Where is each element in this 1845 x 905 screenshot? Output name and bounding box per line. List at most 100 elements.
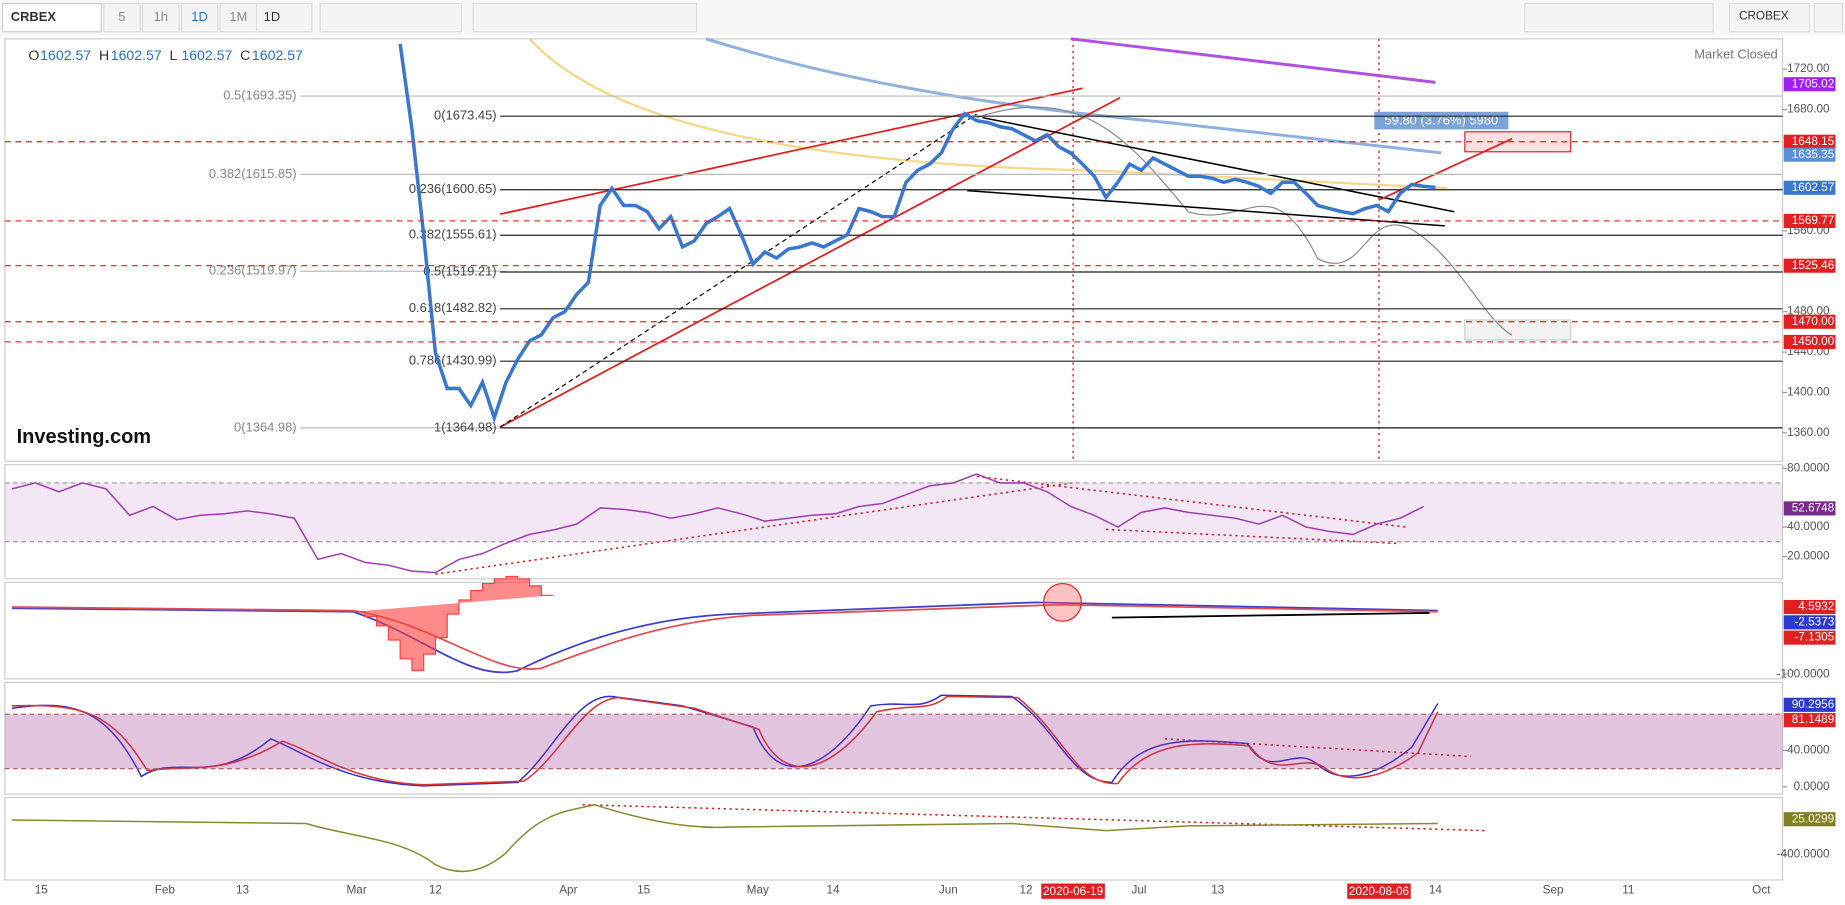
fib-label-left: 0.236(1519.97)	[209, 263, 297, 278]
price-tag	[1783, 258, 1836, 273]
interval-button[interactable]	[219, 2, 258, 33]
price-tag	[1783, 134, 1836, 149]
y-tick-label: -100.0000	[1777, 667, 1830, 680]
rsi-line	[11, 473, 1425, 574]
fib-label: 0.236(1600.65)	[409, 181, 497, 196]
y-tick-label: 1720.00	[1787, 62, 1830, 75]
date-marker-label: 2020-08-06	[1349, 885, 1410, 898]
ohlc-value: 1602.57	[111, 47, 162, 63]
chart-type-buttons[interactable]	[319, 2, 462, 33]
y-tick-label: 40.0000	[1787, 520, 1830, 533]
ohlc-key: H	[99, 47, 109, 63]
price-tag	[1783, 713, 1836, 728]
fullscreen-button[interactable]	[1813, 2, 1844, 33]
market-status: Market Closed	[1694, 47, 1777, 62]
x-tick-label: Feb	[155, 884, 176, 897]
price-tag	[1783, 147, 1836, 162]
x-tick-label: 12	[1019, 884, 1032, 897]
price-line	[400, 44, 1435, 418]
tool-buttons[interactable]	[472, 2, 698, 33]
y-tick-label: 80.0000	[1787, 461, 1830, 474]
x-tick-label: 15	[35, 884, 49, 897]
overlay-drawings	[11, 37, 1572, 873]
price-tag	[1783, 615, 1836, 630]
x-tick-label: Mar	[346, 884, 366, 897]
price-tag	[1783, 180, 1836, 195]
fib-label: 0.382(1555.61)	[409, 227, 497, 242]
x-tick-label: May	[747, 884, 769, 897]
price-tag-label: -7.1305	[1794, 631, 1834, 644]
price-tag-label: 1525.46	[1792, 259, 1835, 272]
price-tag	[1783, 334, 1836, 350]
x-tick-label: 11	[1622, 884, 1634, 897]
price-tag	[1783, 314, 1836, 329]
interval-button[interactable]	[180, 2, 219, 33]
y-tick-label: 1360.00	[1787, 426, 1830, 439]
price-tag-label: -2.5373	[1794, 615, 1834, 628]
interval-label: 5	[118, 9, 125, 24]
price-tag	[1783, 77, 1836, 92]
price-tag-label: 1705.02	[1792, 77, 1834, 90]
price-tag	[1783, 630, 1836, 645]
ohlc-value: 1602.57	[181, 47, 232, 63]
y-tick-label: 0.0000	[1794, 780, 1830, 793]
fib-label-left: 0(1364.98)	[234, 419, 297, 434]
x-tick-label: Jul	[1131, 884, 1146, 897]
date-marker	[1347, 883, 1411, 899]
x-tick-label: Sep	[1543, 884, 1564, 897]
y-tick-label: 1480.00	[1787, 305, 1830, 318]
stoch-band	[4, 714, 1783, 769]
fib-label-left: 0.5(1693.35)	[223, 87, 296, 102]
price-tag	[1783, 501, 1836, 516]
symbol-box[interactable]	[1, 2, 102, 33]
price-tag	[1783, 812, 1836, 827]
y-tick-label: 20.0000	[1787, 550, 1830, 563]
date-marker	[1041, 883, 1105, 899]
price-tag-label: 1635.35	[1792, 148, 1835, 161]
x-tick-label: Oct	[1752, 884, 1771, 897]
y-tick-label: 1400.00	[1787, 386, 1830, 399]
interval-menu[interactable]	[252, 2, 313, 33]
interval-label: 1h	[154, 9, 168, 24]
fib-label-left: 0.382(1615.85)	[209, 166, 297, 181]
interval-label: 1D	[191, 9, 208, 24]
x-tick-label: 13	[1211, 884, 1225, 897]
x-tick-label: Apr	[559, 884, 577, 897]
ohlc-key: L	[170, 47, 178, 63]
fib-label: 0.5(1519.21)	[423, 263, 496, 278]
x-tick-label: 14	[1429, 884, 1443, 897]
ohlc-value: 1602.57	[40, 47, 91, 63]
price-tag-label: 52.6748	[1792, 502, 1835, 515]
y-tick-label: 1680.00	[1787, 103, 1830, 116]
logo: Investing.com	[17, 426, 151, 448]
price-tag-label: 1450.00	[1792, 335, 1835, 348]
price-tag-label: 1648.15	[1792, 135, 1835, 148]
x-tick-label: 14	[827, 884, 841, 897]
fib-label: 0(1673.45)	[434, 108, 497, 123]
price-tag-label: 25.0299	[1792, 812, 1834, 825]
pane-borders	[4, 38, 1784, 881]
index-menu-label: CROBEX	[1739, 10, 1789, 23]
fib-label: 0.786(1430.99)	[409, 353, 497, 368]
x-tick-label: 13	[236, 884, 250, 897]
interval-button[interactable]	[141, 2, 180, 33]
ohlc-value: 1602.57	[252, 47, 303, 63]
rsi-band	[4, 482, 1783, 542]
y-tick-label: -400.0000	[1777, 848, 1830, 861]
interval-button[interactable]	[103, 2, 141, 33]
measure-label: 59.80 (3.76%) 5980	[1384, 113, 1498, 128]
share-buttons[interactable]	[1524, 2, 1714, 33]
price-tag-label: 4.5932	[1798, 600, 1834, 613]
price-tag-label: 1569.77	[1792, 214, 1834, 227]
price-tag	[1783, 697, 1836, 712]
ohlc-key: C	[240, 47, 250, 63]
fib-label: 0.618(1482.82)	[409, 300, 497, 315]
interval-menu-label: 1D	[264, 9, 281, 24]
price-tag-label: 81.1489	[1792, 713, 1834, 726]
x-tick-label: 12	[429, 884, 442, 897]
x-tick-label: Jun	[939, 884, 958, 897]
index-menu[interactable]	[1728, 2, 1811, 33]
ohlc-key: O	[28, 47, 39, 63]
price-tag	[1783, 599, 1836, 615]
price-tag-label: 90.2956	[1792, 698, 1835, 711]
